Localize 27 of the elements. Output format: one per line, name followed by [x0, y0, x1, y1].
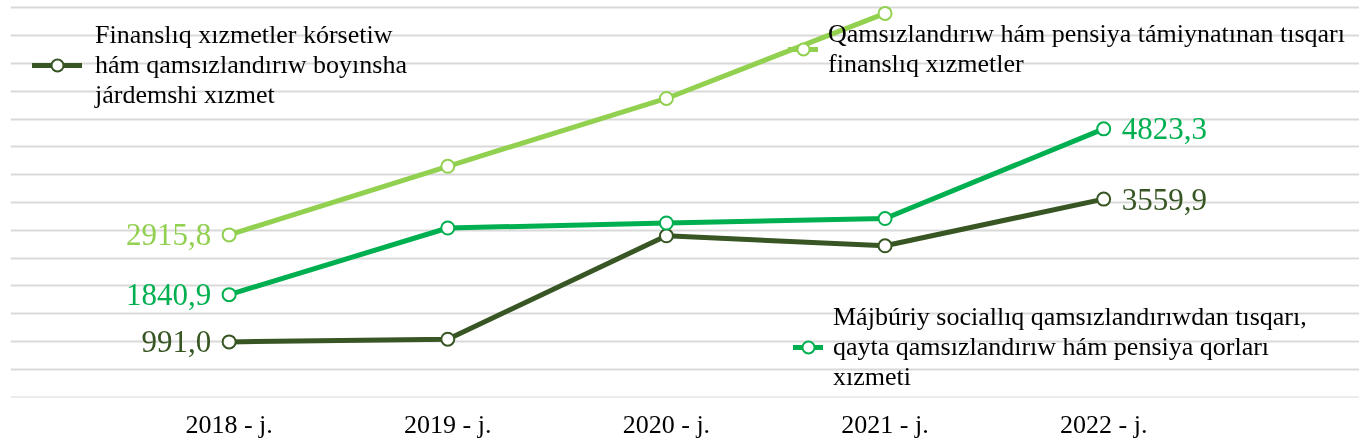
data-label: 3559,9 — [1121, 181, 1207, 217]
x-tick-label: 2020 - j. — [622, 409, 711, 439]
point — [658, 228, 674, 244]
x-tick-label: 2021 - j. — [841, 409, 929, 439]
x-tick-label: 2018 - j. — [185, 409, 273, 439]
legend-label: Finanslıq xızmetler kórsetiw hám qamsızlandırıw boyınsha járdemshi xızmet — [95, 20, 407, 110]
data-label: 1840,9 — [125, 277, 212, 313]
point — [658, 215, 674, 231]
legend-label: Májbúriy sociallıq qamsızlandırıwdan tısqarı, qayta qamsızlandırıw hám pensiya qorları xızmeti — [833, 302, 1308, 392]
point — [440, 331, 456, 347]
point — [221, 227, 237, 243]
point — [1096, 191, 1112, 207]
point — [221, 334, 237, 350]
data-label: 2915,8 — [125, 217, 212, 253]
point — [1096, 121, 1112, 137]
data-label: 991,0 — [141, 324, 212, 360]
point — [440, 220, 456, 236]
point — [221, 287, 237, 303]
point — [658, 90, 674, 106]
point — [877, 5, 893, 21]
point — [877, 238, 893, 254]
x-tick-label: 2022 - j. — [1060, 409, 1148, 439]
x-tick-label: 2019 - j. — [404, 409, 492, 439]
point — [877, 211, 893, 227]
data-label: 4823,3 — [1121, 111, 1207, 147]
point — [440, 158, 456, 174]
legend-label: Qamsızlandırıw hám pensiya támiynatınan tısqarı finanslıq xızmetler — [828, 19, 1345, 79]
